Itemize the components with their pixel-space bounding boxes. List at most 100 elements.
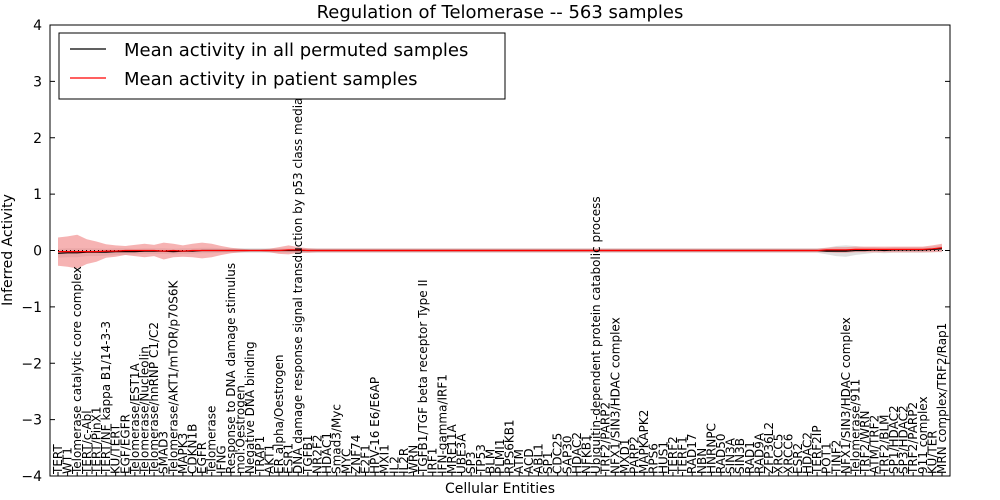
x-tick-label: SP3/HDAC2 (897, 405, 911, 474)
y-tick-label: −3 (21, 413, 42, 429)
y-tick-label: 1 (33, 187, 42, 203)
x-tick-label: ER alpha/Oestrogen (272, 355, 286, 474)
x-tick-label: SAP30 (560, 435, 574, 474)
x-tick-label: TERF2 (666, 436, 680, 475)
x-tick-label: AKT1 (262, 444, 276, 474)
x-tick-label: TERT/c-Abl (80, 410, 94, 475)
x-tick-label: Telomerase/hnRNP C1/C2 (147, 322, 161, 475)
series-lines (57, 247, 943, 254)
x-tick-label: MRE11A (445, 423, 459, 474)
x-tick-label: WRN (407, 445, 421, 474)
x-tick-label: RPS6 (647, 443, 661, 474)
y-axis: −4 −3 −2 −1 0 1 2 3 4 (21, 18, 950, 485)
confidence-bands (58, 234, 942, 269)
x-tick-label: ZNF74 (349, 435, 363, 474)
x-tick-label: IL2R (397, 448, 411, 474)
x-tick-label: RAD17 (685, 433, 699, 474)
x-tick-label: Telomerase (205, 406, 219, 475)
x-tick-label: POT1 (820, 442, 834, 474)
legend-label-patient: Mean activity in patient samples (124, 69, 418, 90)
x-tick-label: MRN complex/TRF2/Rap1 (935, 323, 949, 474)
x-tick-label: SIN3B (733, 438, 747, 474)
y-tick-label: −1 (21, 300, 42, 316)
x-tick-label: TRF2/WRN (858, 411, 872, 475)
x-tick-label: ACD (522, 448, 536, 474)
y-tick-label: −4 (21, 469, 42, 485)
x-tick-label: CDC25 (551, 433, 565, 474)
x-tick-label: E2F1 (359, 444, 373, 474)
x-tick-label: ATM (512, 449, 526, 474)
legend-label-permuted: Mean activity in all permuted samples (124, 40, 468, 61)
x-tick-label: HDAC2 (801, 432, 815, 474)
x-tick-label: SIN3A (724, 437, 738, 474)
x-tick-label: TGFB1/TGF beta receptor Type II (416, 279, 430, 475)
x-tick-label: Ubiquitin-dependent protein catabolic pr… (589, 196, 603, 474)
x-tick-label: XRCC6 (781, 434, 795, 474)
x-tick-label: IFN-gamma/IRF1 (435, 374, 449, 474)
x-tick-label: Smad3/Myc (330, 404, 344, 474)
x-tick-label: RAD9A (752, 432, 766, 474)
x-tick-label: SP3 (464, 452, 478, 475)
x-tick-label: TRF2/PARP2 (906, 402, 920, 475)
x-tick-label: Negative DNA binding (243, 341, 257, 474)
x-tick-label: Telomerase/911 (849, 379, 863, 475)
x-tick-label: HNRNPC (704, 423, 718, 474)
x-tick-label: IRF1 (426, 448, 440, 474)
x-tick-label: RPS6KB1 (503, 419, 517, 474)
x-tick-label: IFNG (214, 445, 228, 474)
y-tick-label: 0 (33, 244, 42, 260)
x-tick-label: HPV-16 E6/E6AP (368, 377, 382, 474)
y-axis-label: Inferred Activity (0, 194, 16, 306)
y-tick-label: 2 (33, 131, 42, 147)
x-tick-label: MYC (339, 449, 353, 474)
x-tick-label: PLMI1 (493, 439, 507, 474)
y-tick-label: −2 (21, 356, 42, 372)
x-tick-label: SP1/HDAC2 (887, 405, 901, 474)
x-tick-label: NBN (695, 448, 709, 474)
legend-box (58, 32, 506, 100)
x-tick-label: MAPKAPK2 (637, 410, 651, 474)
x-tick-label: WT1 (61, 447, 75, 474)
x-tick-label: TERF1 (676, 436, 690, 475)
x-tick-label: NFKB1 (580, 434, 594, 474)
x-tick-label: PARP2 (628, 436, 642, 474)
x-tick-label: RAD1 (743, 441, 757, 474)
y-tick-label: 4 (33, 18, 42, 34)
y-tick-label: 3 (33, 74, 42, 90)
x-tick-label: IL2 (387, 456, 401, 474)
x-tick-label: SP1 (541, 452, 555, 475)
x-tick-label: TERT (51, 444, 65, 475)
legend: Mean activity in all permuted samples Me… (58, 32, 506, 100)
x-tick-label: CDKN1B (186, 424, 200, 474)
x-tick-label: TGFB1 (301, 435, 315, 475)
x-tick-label: SMAD3 (157, 431, 171, 474)
x-tick-label: MXI1 (378, 444, 392, 474)
x-tick-label: MAPK3 (176, 433, 190, 474)
x-tick-label: TERF2IP (810, 425, 824, 475)
x-tick-label: ATM/TRF2 (868, 415, 882, 474)
x-tick-label: TERT/NF kappa B1/14-3-3 (99, 321, 113, 475)
x-tick-label: DNA damage response signal transduction … (291, 81, 305, 474)
x-tick-label: Response to DNA damage stimulus (224, 263, 238, 474)
x-tick-label: UBE3A (455, 433, 469, 474)
x-tick-label: NFX1/SIN3/HDAC complex (608, 317, 622, 474)
x-tick-label: BLM (483, 449, 497, 474)
x-tick-label: EGF/EGFR (118, 414, 132, 474)
x-tick-label: HDAC1 (320, 432, 334, 474)
x-tick-label: MXD1 (618, 439, 632, 474)
x-tick-label: TRF2/BLM (877, 414, 891, 475)
x-tick-label: RAD50 (714, 433, 728, 474)
patient-mean-line (58, 247, 943, 253)
chart-title: Regulation of Telomerase -- 563 samples (317, 2, 684, 23)
x-tick-label: Telomerase/EST1A (128, 362, 142, 475)
x-tick-label: KU/TER (925, 430, 939, 474)
x-tick-label: Telomerase/Nucleolin (138, 346, 152, 475)
x-tick-label: NFX1/SIN3/HDAC complex (839, 317, 853, 474)
x-tick-label: TRF2/PARP2 (599, 402, 613, 475)
x-tick-label: ESR2 (791, 443, 805, 474)
x-tick-label: TP53 (474, 444, 488, 475)
x-tick-label: HDAC2 (570, 432, 584, 474)
x-tick-label: KU/TERT (109, 423, 123, 474)
